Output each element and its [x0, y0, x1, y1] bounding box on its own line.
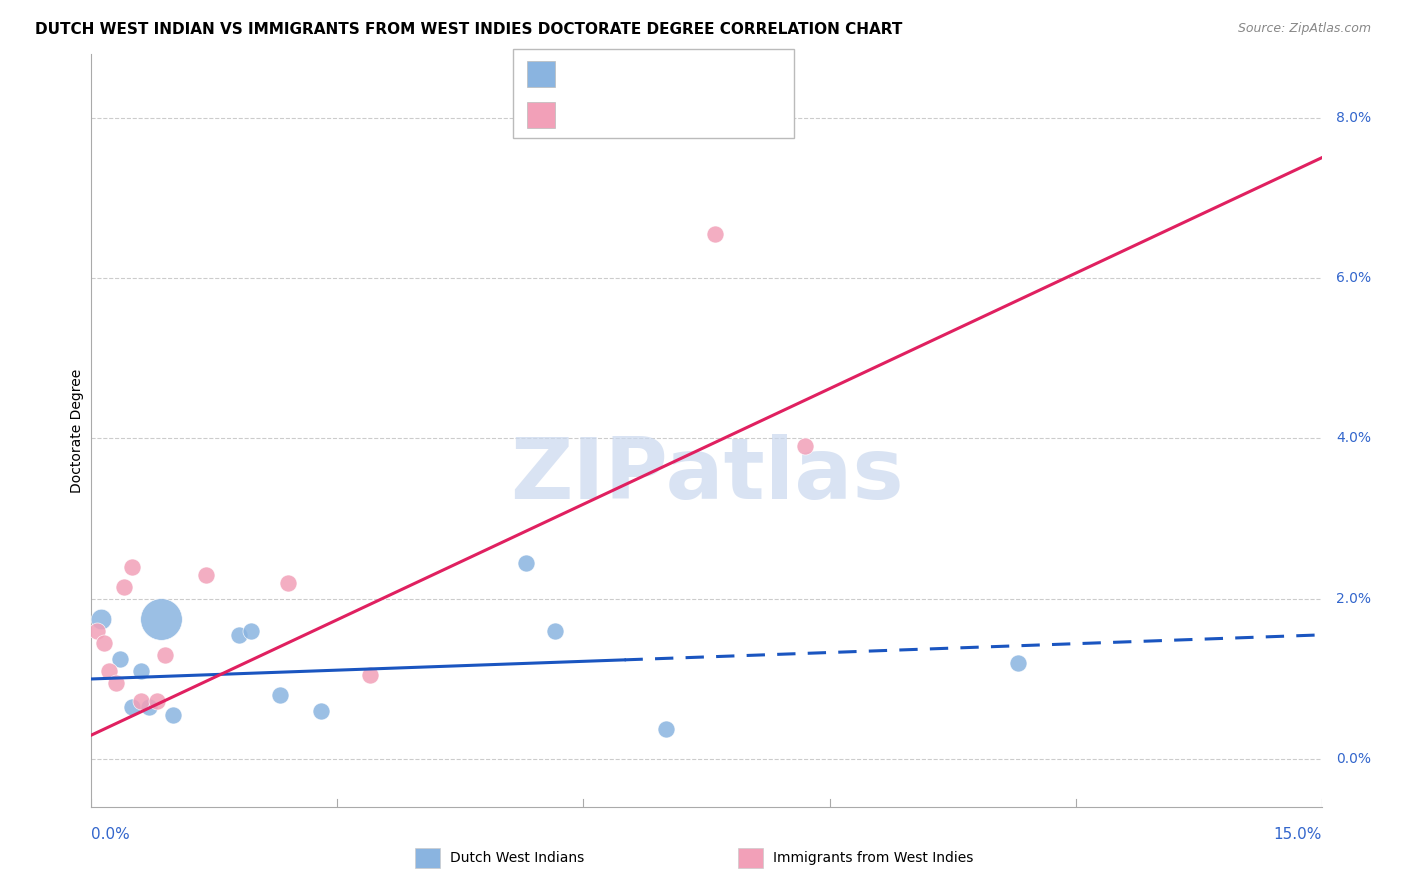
Text: R = 0.702   N = 16: R = 0.702 N = 16	[564, 106, 721, 124]
Point	[654, 722, 676, 736]
Point	[703, 227, 725, 241]
Point	[240, 624, 263, 638]
Text: 0.0%: 0.0%	[1336, 752, 1371, 766]
Point	[90, 612, 112, 626]
Point	[105, 676, 127, 690]
Point	[162, 708, 184, 723]
Text: 0.0%: 0.0%	[91, 827, 131, 842]
Point	[150, 612, 173, 626]
Text: R = 0.092   N = 14: R = 0.092 N = 14	[564, 65, 721, 83]
Point	[86, 624, 108, 638]
Point	[195, 567, 218, 582]
Point	[228, 628, 250, 642]
Text: Dutch West Indians: Dutch West Indians	[450, 851, 583, 865]
Point	[129, 694, 152, 708]
Point	[129, 664, 152, 678]
Point	[93, 636, 115, 650]
Text: ZIPatlas: ZIPatlas	[509, 434, 904, 517]
Text: Source: ZipAtlas.com: Source: ZipAtlas.com	[1237, 22, 1371, 36]
Point	[269, 688, 291, 702]
Y-axis label: Doctorate Degree: Doctorate Degree	[70, 368, 84, 492]
Point	[112, 580, 135, 594]
Point	[1007, 656, 1029, 670]
Text: DUTCH WEST INDIAN VS IMMIGRANTS FROM WEST INDIES DOCTORATE DEGREE CORRELATION CH: DUTCH WEST INDIAN VS IMMIGRANTS FROM WES…	[35, 22, 903, 37]
Point	[544, 624, 567, 638]
Point	[309, 704, 332, 718]
Point	[515, 556, 537, 570]
Point	[359, 668, 381, 682]
Point	[108, 652, 131, 666]
Point	[138, 700, 160, 714]
Point	[277, 575, 299, 590]
Point	[121, 700, 143, 714]
Text: 8.0%: 8.0%	[1336, 111, 1371, 125]
Point	[121, 559, 143, 574]
Point	[146, 694, 169, 708]
Point	[98, 664, 121, 678]
Text: 2.0%: 2.0%	[1336, 591, 1371, 606]
Text: 15.0%: 15.0%	[1274, 827, 1322, 842]
Text: 4.0%: 4.0%	[1336, 432, 1371, 445]
Text: Immigrants from West Indies: Immigrants from West Indies	[773, 851, 974, 865]
Point	[153, 648, 177, 662]
Point	[793, 439, 815, 453]
Text: 6.0%: 6.0%	[1336, 271, 1371, 285]
